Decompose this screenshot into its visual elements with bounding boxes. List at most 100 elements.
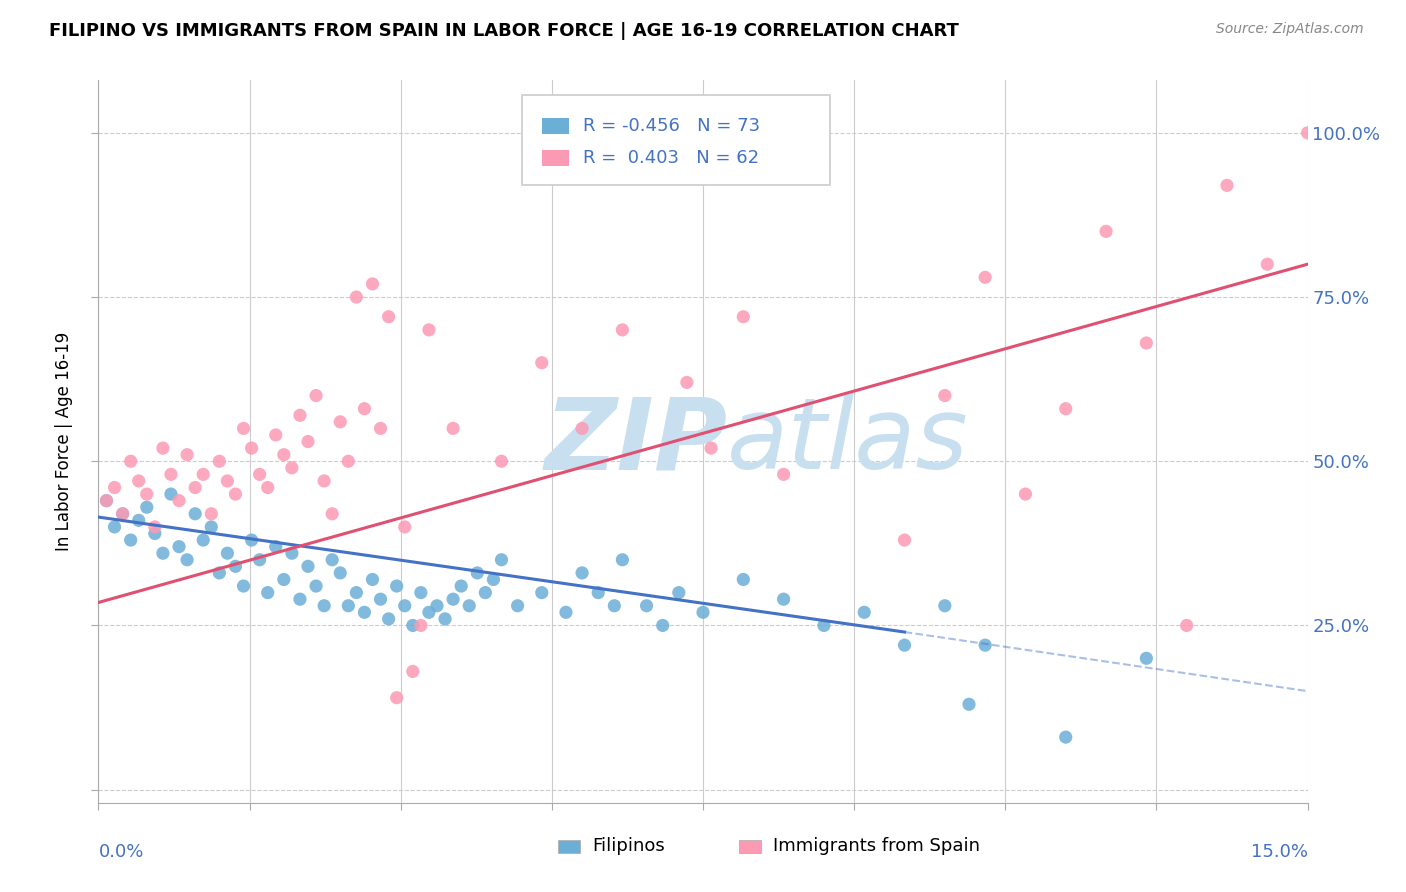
Point: [344, 585, 367, 599]
Point: [152, 441, 174, 455]
Point: [571, 566, 593, 580]
Point: [200, 507, 222, 521]
Text: 15.0%: 15.0%: [1250, 843, 1308, 861]
Point: [409, 618, 432, 632]
FancyBboxPatch shape: [543, 150, 569, 166]
Point: [1135, 336, 1157, 351]
Point: [256, 481, 278, 495]
Point: [394, 520, 416, 534]
Point: [281, 546, 304, 560]
Point: [264, 428, 287, 442]
Point: [184, 507, 207, 521]
Point: [530, 356, 553, 370]
Point: [1135, 651, 1157, 665]
Point: [103, 520, 125, 534]
Point: [305, 579, 328, 593]
Point: [772, 467, 794, 482]
Point: [893, 533, 915, 547]
Point: [314, 474, 336, 488]
Point: [700, 441, 723, 455]
Point: [240, 533, 263, 547]
Point: [772, 592, 794, 607]
Point: [361, 277, 384, 291]
Point: [176, 448, 198, 462]
Point: [193, 467, 215, 482]
Point: [256, 585, 278, 599]
Point: [555, 605, 578, 619]
Point: [482, 573, 505, 587]
Point: [957, 698, 980, 712]
FancyBboxPatch shape: [522, 95, 830, 185]
Point: [160, 487, 183, 501]
FancyBboxPatch shape: [558, 839, 579, 853]
Point: [418, 605, 440, 619]
Point: [530, 585, 553, 599]
Point: [297, 434, 319, 449]
Point: [370, 592, 392, 607]
Point: [152, 546, 174, 560]
Point: [314, 599, 336, 613]
Point: [176, 553, 198, 567]
Point: [184, 481, 207, 495]
Point: [1054, 401, 1077, 416]
Point: [249, 467, 271, 482]
Point: [506, 599, 529, 613]
Point: [288, 409, 311, 423]
Point: [733, 573, 755, 587]
Point: [297, 559, 319, 574]
Point: [217, 474, 239, 488]
FancyBboxPatch shape: [740, 839, 761, 853]
Point: [232, 579, 254, 593]
Point: [491, 553, 513, 567]
Point: [394, 599, 416, 613]
Point: [612, 553, 634, 567]
Point: [273, 573, 295, 587]
Point: [441, 592, 464, 607]
Point: [385, 690, 408, 705]
Point: [651, 618, 673, 632]
Point: [240, 441, 263, 455]
Point: [603, 599, 626, 613]
Point: [934, 388, 956, 402]
Point: [321, 553, 343, 567]
Point: [853, 605, 876, 619]
Point: [418, 323, 440, 337]
Point: [402, 665, 425, 679]
Point: [321, 507, 343, 521]
Point: [135, 487, 157, 501]
Point: [120, 454, 142, 468]
Point: [1256, 257, 1278, 271]
Point: [676, 376, 699, 390]
Point: [370, 421, 392, 435]
Point: [1216, 178, 1239, 193]
Point: [1296, 126, 1319, 140]
Point: [128, 513, 150, 527]
Point: [224, 487, 246, 501]
Point: [232, 421, 254, 435]
Point: [264, 540, 287, 554]
Point: [1054, 730, 1077, 744]
Point: [934, 599, 956, 613]
Text: Source: ZipAtlas.com: Source: ZipAtlas.com: [1216, 22, 1364, 37]
Point: [692, 605, 714, 619]
Point: [329, 415, 352, 429]
Point: [465, 566, 488, 580]
Point: [450, 579, 472, 593]
Point: [344, 290, 367, 304]
Point: [96, 493, 118, 508]
Point: [135, 500, 157, 515]
Point: [111, 507, 134, 521]
Point: [128, 474, 150, 488]
Point: [208, 566, 231, 580]
FancyBboxPatch shape: [543, 118, 569, 134]
Point: [305, 388, 328, 402]
Point: [813, 159, 835, 173]
Point: [111, 507, 134, 521]
Point: [974, 270, 997, 285]
Text: ZIP: ZIP: [544, 393, 727, 490]
Y-axis label: In Labor Force | Age 16-19: In Labor Force | Age 16-19: [55, 332, 73, 551]
Point: [273, 448, 295, 462]
Point: [426, 599, 449, 613]
Point: [409, 585, 432, 599]
Point: [329, 566, 352, 580]
